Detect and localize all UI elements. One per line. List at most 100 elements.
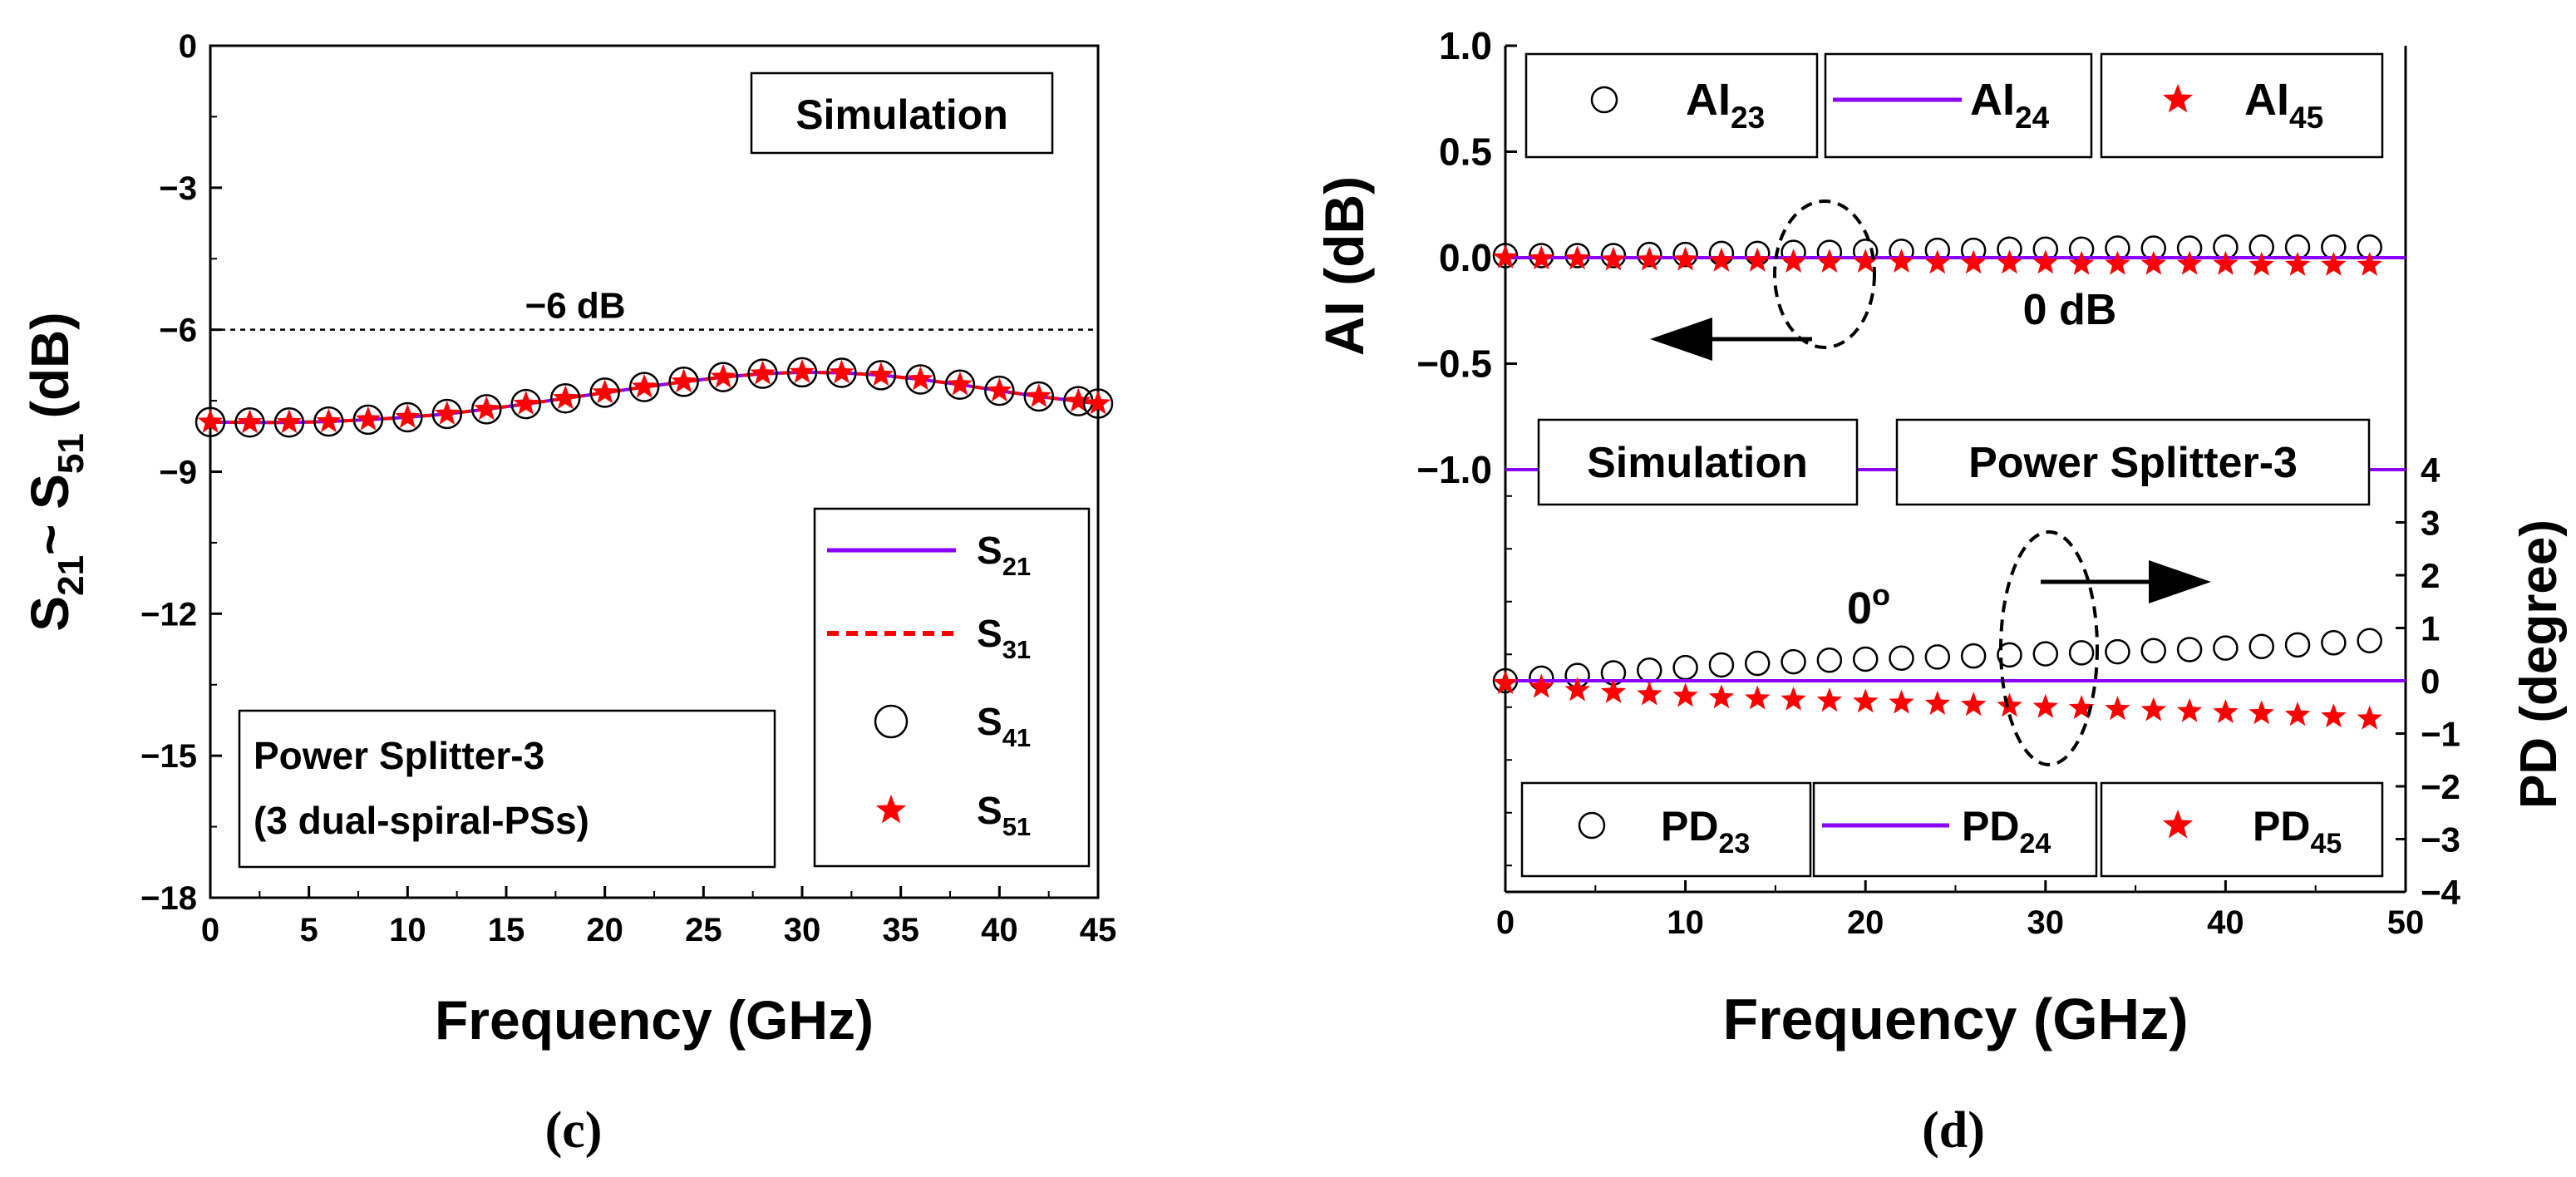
series-s51-point <box>553 385 579 410</box>
x-tick-label: 5 <box>300 912 318 948</box>
series-s51-point <box>513 391 539 415</box>
series-ai45-point <box>1924 249 1951 274</box>
pd-arrow-head <box>2149 560 2211 603</box>
device-label-line1: Power Splitter-3 <box>254 734 544 777</box>
y-right-tick-label: 0 <box>2421 662 2440 701</box>
series-pd45-point <box>2357 705 2382 730</box>
series-pd23-point <box>1781 648 1806 675</box>
series-s51-point <box>789 358 815 383</box>
series-pd23-point <box>2032 641 2059 667</box>
series-pd45-point <box>2105 696 2130 721</box>
series-s51-point <box>237 409 263 434</box>
series-pd45-point <box>1889 689 1914 714</box>
series-s41-point <box>352 404 384 436</box>
series-ai45-point <box>1889 249 1914 273</box>
x-tick-label: 30 <box>784 912 821 948</box>
series-pd23-point <box>1997 642 2022 668</box>
legend-s51-swatch <box>875 795 907 824</box>
series-pd23-point <box>1852 646 1879 672</box>
series-ai45-point <box>1529 245 1554 270</box>
series-pd45-point <box>2284 702 2311 726</box>
series-s51-point <box>868 362 894 387</box>
series-s51-point <box>987 377 1012 402</box>
y-right-tick-label: −2 <box>2421 767 2460 806</box>
legend-s41-swatch <box>874 704 909 739</box>
series-pd23-point <box>2068 640 2095 666</box>
series-s51-point <box>355 406 382 431</box>
simulation-label: Simulation <box>795 91 1008 138</box>
series-s41-point <box>392 401 423 433</box>
x-axis-label: Frequency (GHz) <box>435 989 874 1051</box>
x-tick-label: 10 <box>1667 904 1704 941</box>
x-tick-label: 25 <box>685 912 722 948</box>
series-ai45-point <box>2248 251 2274 276</box>
series-s41-point <box>984 375 1015 406</box>
y-right-tick-label: −1 <box>2421 715 2460 754</box>
series-s51-point <box>1026 383 1052 407</box>
series-s41-point <box>865 360 897 391</box>
series-ai45-point <box>1853 249 1879 273</box>
y-right-axis-label: PD (degree) <box>2510 520 2568 809</box>
series-s41-point <box>668 367 699 397</box>
series-pd45-point <box>1492 670 1519 695</box>
ai-group-ellipse <box>1773 199 1876 349</box>
series-s51-point <box>671 368 697 393</box>
series-s41-point <box>431 398 463 430</box>
series-pd23-point <box>1816 647 1843 673</box>
x-tick-label: 0 <box>201 912 219 948</box>
series-pd23-point <box>1637 657 1662 683</box>
legend-pd23-label: PD23 <box>1661 803 1750 859</box>
legend-pd-box <box>1520 781 1812 878</box>
series-pd45-point <box>2321 703 2347 728</box>
series-s51-point <box>829 359 855 384</box>
series-ai23-point <box>1637 241 1662 268</box>
series-ai45-point <box>1781 249 1806 273</box>
series-ai23-point <box>1672 241 1698 268</box>
series-pd45-point <box>2032 693 2058 718</box>
series-pd23-point <box>2213 635 2239 661</box>
x-tick-label: 35 <box>882 912 919 948</box>
legend-ai45-label: AI45 <box>2244 75 2323 135</box>
series-s41-point <box>826 357 857 388</box>
y-tick-label: −18 <box>140 880 197 917</box>
series-s51-point <box>908 366 933 391</box>
series-ai45-point <box>2068 250 2095 275</box>
legend-box <box>813 507 1091 868</box>
series-pd23-point <box>1744 650 1771 677</box>
x-tick-label: 30 <box>2027 904 2065 941</box>
series-pd45-point <box>1637 681 1662 706</box>
panel-d: 0 10 20 30 40 501.00.50.0−0.5−1.0 43210−1−2−3−… <box>1313 24 2568 1159</box>
reference-label-ai: 0 dB <box>2023 286 2117 334</box>
y-tick-label: −6 <box>159 313 197 349</box>
series-s51-point <box>1066 387 1091 412</box>
simulation-box <box>750 71 1054 155</box>
series-pd45-point <box>2248 700 2274 725</box>
series-ai45-point <box>1745 247 1771 272</box>
series-s51-point <box>1085 390 1111 415</box>
device-label: Power Splitter-3 <box>1968 439 2298 487</box>
series-s41-point <box>1023 381 1055 412</box>
legend-ai23-swatch <box>1590 86 1618 114</box>
legend-ai-box <box>1824 52 2093 159</box>
reference-label-pd: 0o <box>1847 578 1890 633</box>
y-left-tick-label: 1.0 <box>1439 24 1492 67</box>
legend-pd45-label: PD45 <box>2253 803 2342 859</box>
series-ai23-point <box>1564 243 1590 268</box>
legend-pd45-swatch <box>2162 810 2194 839</box>
y-tick-label: −3 <box>159 170 197 207</box>
y-right-tick-label: 2 <box>2421 556 2440 595</box>
series-s51-point <box>395 404 421 428</box>
x-tick-label: 20 <box>586 912 623 948</box>
series-pd45-point <box>1708 684 1735 709</box>
series-s41-point <box>786 357 818 388</box>
panel-c: 0 5 10 15 20 25 30 35 40 45 0 −3 −6 −9 −12 −15 −18 Freque… <box>20 28 1116 1159</box>
device-box <box>1895 418 2371 506</box>
series-ai23-point <box>1600 243 1627 268</box>
series-pd23-point <box>2248 633 2274 659</box>
y-right-tick-label: 4 <box>2421 451 2441 490</box>
series-pd23-point <box>2105 638 2130 665</box>
series-ai45-point <box>2105 250 2130 275</box>
x-axis-label: Frequency (GHz) <box>1722 987 2188 1051</box>
x-tick-label: 40 <box>981 912 1018 948</box>
